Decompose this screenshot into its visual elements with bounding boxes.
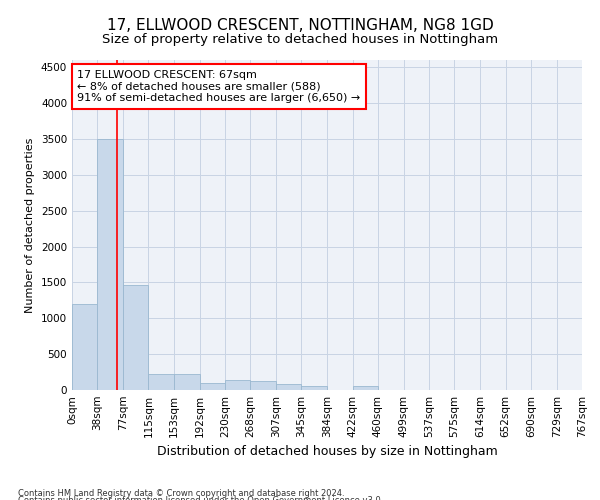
Text: Size of property relative to detached houses in Nottingham: Size of property relative to detached ho… bbox=[102, 32, 498, 46]
Y-axis label: Number of detached properties: Number of detached properties bbox=[25, 138, 35, 312]
Bar bbox=[200, 383, 225, 390]
Bar bbox=[276, 384, 301, 390]
Bar bbox=[353, 386, 378, 390]
Text: 17 ELLWOOD CRESCENT: 67sqm
← 8% of detached houses are smaller (588)
91% of semi: 17 ELLWOOD CRESCENT: 67sqm ← 8% of detac… bbox=[77, 70, 361, 103]
Text: 17, ELLWOOD CRESCENT, NOTTINGHAM, NG8 1GD: 17, ELLWOOD CRESCENT, NOTTINGHAM, NG8 1G… bbox=[107, 18, 493, 32]
Bar bbox=[174, 374, 200, 390]
Text: Contains HM Land Registry data © Crown copyright and database right 2024.: Contains HM Land Registry data © Crown c… bbox=[18, 488, 344, 498]
Text: Contains public sector information licensed under the Open Government Licence v3: Contains public sector information licen… bbox=[18, 496, 383, 500]
Bar bbox=[148, 374, 174, 390]
Bar bbox=[301, 386, 328, 390]
Bar bbox=[225, 380, 250, 390]
Bar bbox=[250, 382, 276, 390]
X-axis label: Distribution of detached houses by size in Nottingham: Distribution of detached houses by size … bbox=[157, 446, 497, 458]
Bar bbox=[97, 139, 123, 390]
Bar bbox=[72, 304, 97, 390]
Bar bbox=[123, 284, 148, 390]
